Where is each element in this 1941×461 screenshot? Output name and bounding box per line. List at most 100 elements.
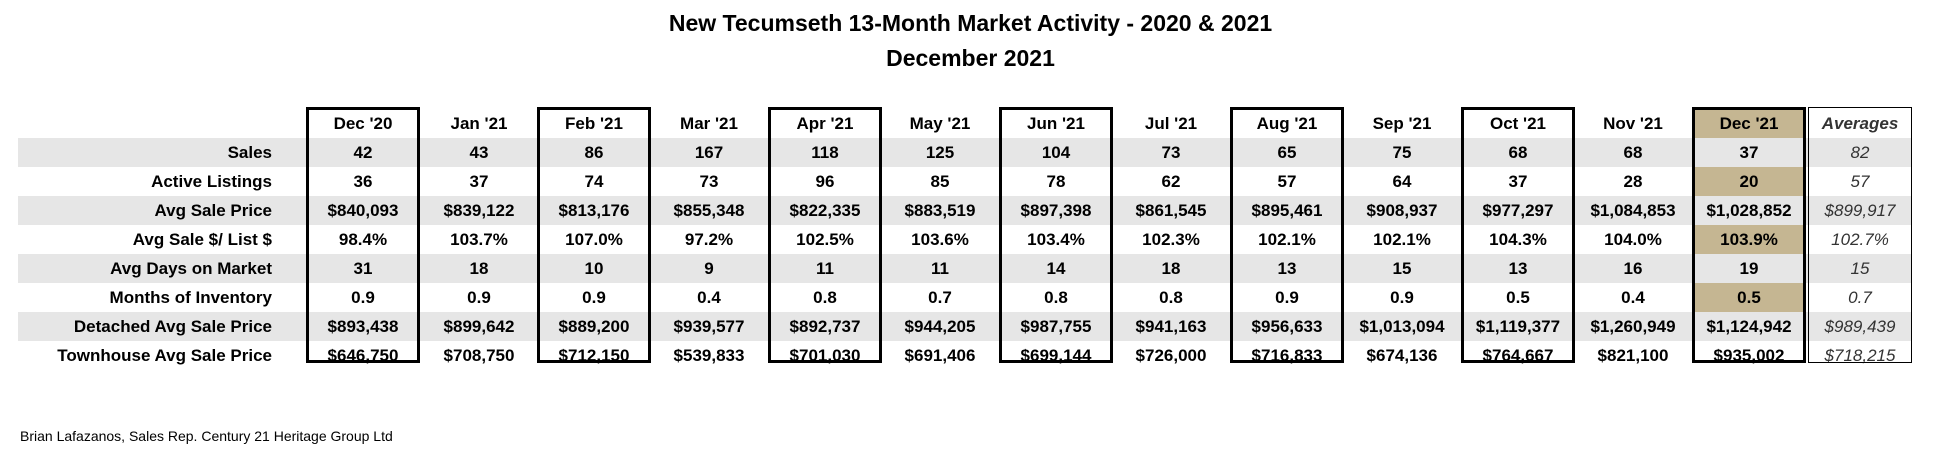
table-cell: 0.9	[582, 288, 606, 307]
table-cell: $908,937	[1366, 201, 1438, 220]
table-cell: 15	[1392, 259, 1412, 278]
table-cell: 102.3%	[1142, 230, 1200, 249]
table-cell: $839,122	[443, 201, 515, 220]
table-cell: 13	[1277, 259, 1297, 278]
table-cell: $939,577	[673, 317, 745, 336]
table-cell: 20	[1739, 172, 1759, 191]
table-cell: $726,000	[1135, 346, 1207, 365]
table-cell: 125	[925, 143, 955, 162]
table-cell: $718,215	[1824, 346, 1896, 365]
table-cell: 62	[1161, 172, 1181, 191]
table-cell: 37	[1739, 143, 1759, 162]
table-cell: $691,406	[904, 346, 976, 365]
table-cell: $674,136	[1366, 346, 1438, 365]
table-cell: 82	[1850, 143, 1870, 162]
table-cell: 57	[1850, 172, 1870, 191]
table-cell: 0.7	[1848, 288, 1872, 307]
table-cell: $977,297	[1482, 201, 1554, 220]
table-cell: 0.7	[928, 288, 952, 307]
table-cell: 118	[811, 143, 839, 162]
table-cell: 85	[930, 172, 950, 191]
table-cell: 14	[1046, 259, 1066, 278]
table-cell: $1,124,942	[1706, 317, 1792, 336]
row-label: Active Listings	[151, 172, 272, 191]
table-cell: $699,144	[1020, 346, 1092, 365]
table-cell: $821,100	[1597, 346, 1669, 365]
row-band	[18, 312, 1912, 341]
table-cell: 10	[584, 259, 604, 278]
table-cell: $813,176	[558, 201, 630, 220]
column-header: May '21	[909, 114, 971, 133]
column-header: Mar '21	[680, 114, 738, 133]
highlight-cell	[1692, 283, 1806, 312]
table-cell: 18	[469, 259, 489, 278]
table-cell: $989,439	[1824, 317, 1896, 336]
table-cell: 103.9%	[1720, 230, 1778, 249]
table-cell: $716,833	[1251, 346, 1323, 365]
table-cell: 98.4%	[338, 230, 388, 249]
table-cell: 19	[1739, 259, 1759, 278]
column-header: Jun '21	[1027, 114, 1085, 133]
table-cell: 68	[1623, 143, 1643, 162]
table-cell: 15	[1850, 259, 1870, 278]
row-label: Avg Days on Market	[110, 259, 272, 278]
column-header: Averages	[1821, 114, 1899, 133]
table-cell: 107.0%	[565, 230, 623, 249]
table-cell: 0.9	[351, 288, 375, 307]
table-cell: 37	[469, 172, 489, 191]
table-cell: 103.7%	[450, 230, 508, 249]
table-cell: $899,642	[443, 317, 515, 336]
table-cell: $895,461	[1251, 201, 1323, 220]
table-cell: 31	[353, 259, 373, 278]
table-cell: 68	[1508, 143, 1528, 162]
table-cell: $708,750	[443, 346, 515, 365]
table-cell: 16	[1623, 259, 1643, 278]
table-cell: 103.6%	[911, 230, 969, 249]
table-cell: $855,348	[673, 201, 745, 220]
table-cell: $840,093	[327, 201, 399, 220]
table-cell: 0.5	[1737, 288, 1761, 307]
table-cell: $1,084,853	[1590, 201, 1676, 220]
row-label: Avg Sale Price	[154, 201, 273, 220]
column-header: Aug '21	[1256, 114, 1318, 133]
column-header: Nov '21	[1603, 114, 1663, 133]
table-cell: $1,119,377	[1475, 317, 1561, 336]
table-cell: 97.2%	[684, 230, 734, 249]
table-cell: 9	[704, 259, 714, 278]
highlight-cell	[1692, 225, 1806, 254]
table-cell: 96	[815, 172, 835, 191]
column-header: Feb '21	[565, 114, 623, 133]
table-cell: $956,633	[1251, 317, 1323, 336]
table-cell: 102.7%	[1831, 230, 1889, 249]
table-cell: 43	[469, 143, 489, 162]
table-cell: $935,002	[1713, 346, 1785, 365]
table-cell: 0.8	[1044, 288, 1068, 307]
table-cell: 0.9	[1275, 288, 1299, 307]
table-cell: 57	[1277, 172, 1297, 191]
table-cell: $764,667	[1482, 346, 1554, 365]
table-cell: $1,028,852	[1706, 201, 1792, 220]
row-band	[18, 254, 1912, 283]
column-header: Jan '21	[450, 114, 508, 133]
table-cell: 102.1%	[1373, 230, 1431, 249]
table-cell: 74	[584, 172, 604, 191]
column-header: Oct '21	[1489, 114, 1546, 133]
table-cell: 0.8	[1159, 288, 1183, 307]
table-cell: $712,150	[558, 346, 630, 365]
table-cell: 167	[694, 143, 724, 162]
table-cell: $646,750	[327, 346, 399, 365]
table-cell: 42	[353, 143, 373, 162]
report-subtitle: December 2021	[886, 45, 1055, 71]
table-cell: 78	[1046, 172, 1066, 191]
table-cell: 64	[1392, 172, 1412, 191]
table-cell: 102.1%	[1258, 230, 1316, 249]
table-cell: $899,917	[1824, 201, 1896, 220]
table-cell: $897,398	[1020, 201, 1092, 220]
row-label: Months of Inventory	[109, 288, 272, 307]
table-cell: 37	[1508, 172, 1528, 191]
table-cell: 0.4	[1621, 288, 1645, 307]
table-cell: $1,260,949	[1590, 317, 1676, 336]
table-cell: $944,205	[904, 317, 976, 336]
row-label: Sales	[227, 143, 272, 162]
column-header: Jul '21	[1144, 114, 1198, 133]
